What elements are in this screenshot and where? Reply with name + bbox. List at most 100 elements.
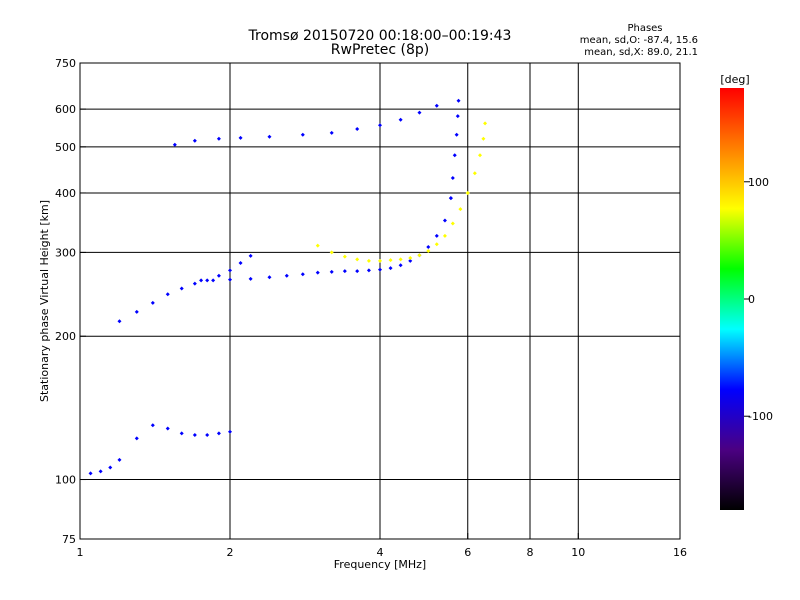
echo-point — [228, 268, 232, 273]
echo-point — [355, 269, 360, 274]
echo-point — [216, 431, 221, 436]
echo-point — [300, 272, 305, 277]
colorbar-ticks: -100 0 100 — [744, 176, 773, 423]
data-points — [88, 98, 488, 476]
echo-point — [228, 277, 232, 282]
y-tick-label: 500 — [55, 141, 76, 154]
echo-point — [329, 130, 334, 135]
echo-point — [199, 278, 204, 283]
echo-point — [452, 153, 457, 158]
echo-point — [134, 309, 139, 314]
echo-point — [216, 273, 221, 278]
phase-heading: Phases — [627, 23, 662, 34]
echo-point — [454, 132, 459, 137]
y-tick-label: 750 — [55, 57, 76, 70]
echo-point — [456, 98, 461, 103]
echo-point — [108, 465, 113, 470]
echo-point — [88, 471, 93, 476]
echo-point — [481, 136, 486, 141]
x-tick-label: 8 — [527, 546, 534, 559]
x-tick-label: 2 — [227, 546, 234, 559]
echo-point — [417, 253, 422, 258]
echo-point — [267, 275, 272, 280]
echo-point — [378, 258, 382, 263]
echo-point — [192, 138, 197, 143]
echo-point — [117, 457, 122, 462]
x-tick-label: 10 — [571, 546, 585, 559]
echo-point — [329, 250, 334, 255]
echo-point — [483, 121, 488, 126]
y-tick-label: 100 — [55, 474, 76, 487]
gridlines — [80, 63, 680, 539]
echo-point — [284, 273, 289, 278]
y-tick-label: 400 — [55, 187, 76, 200]
echo-point — [216, 136, 221, 141]
x-ticks: 1 2 4 6 8 10 16 — [77, 533, 687, 559]
echo-point — [342, 269, 347, 274]
echo-point — [205, 433, 210, 438]
echo-point — [205, 278, 210, 283]
echo-point — [378, 123, 382, 128]
echo-point — [315, 270, 320, 275]
x-tick-label: 16 — [673, 546, 687, 559]
echo-point — [179, 286, 184, 291]
echo-point — [238, 135, 243, 140]
echo-point — [211, 278, 216, 283]
echo-point — [355, 257, 360, 262]
echo-point — [192, 281, 197, 286]
echo-point — [179, 431, 184, 436]
phase-mean-x: mean, sd,X: 89.0, 21.1 — [584, 47, 698, 58]
chart-title: Tromsø 20150720 00:18:00–00:19:43 — [248, 28, 512, 44]
echo-point — [408, 256, 413, 261]
echo-point — [442, 218, 447, 223]
colorbar-tick-label: 0 — [748, 293, 755, 306]
echo-point — [342, 254, 347, 259]
echo-point — [388, 266, 393, 271]
x-tick-label: 1 — [77, 546, 84, 559]
colorbar-tick-label: -100 — [748, 410, 773, 423]
echo-point — [398, 117, 403, 122]
echo-point — [315, 243, 320, 248]
x-axis-label: Frequency [MHz] — [334, 558, 426, 571]
echo-point — [98, 469, 103, 474]
echo-point — [329, 269, 334, 274]
y-tick-label: 200 — [55, 330, 76, 343]
echo-point — [450, 221, 455, 226]
echo-point — [398, 263, 403, 268]
colorbar — [720, 88, 744, 510]
echo-point — [228, 429, 232, 434]
echo-point — [117, 319, 122, 324]
x-tick-label: 6 — [464, 546, 471, 559]
echo-point — [472, 171, 477, 176]
echo-point — [408, 258, 413, 263]
echo-point — [426, 249, 431, 254]
echo-point — [150, 423, 155, 428]
echo-point — [448, 196, 453, 201]
echo-point — [248, 276, 253, 281]
echo-point — [248, 253, 253, 258]
echo-point — [366, 258, 371, 263]
echo-point — [165, 292, 170, 297]
echo-point — [192, 433, 197, 438]
y-tick-label: 600 — [55, 103, 76, 116]
echo-point — [378, 267, 382, 272]
echo-point — [434, 103, 439, 108]
chart-subtitle: RwPretec (8p) — [331, 42, 429, 58]
echo-point — [442, 233, 447, 238]
echo-point — [398, 257, 403, 262]
colorbar-label: [deg] — [720, 73, 749, 86]
y-ticks: 75 100 200 300 400 500 600 750 — [55, 57, 86, 546]
y-tick-label: 300 — [55, 246, 76, 259]
colorbar-tick-label: 100 — [748, 176, 769, 189]
echo-point — [455, 114, 460, 119]
echo-point — [366, 268, 371, 273]
echo-point — [134, 436, 139, 441]
echo-point — [478, 153, 483, 158]
echo-point — [417, 110, 422, 115]
echo-point — [300, 132, 305, 137]
echo-point — [465, 190, 470, 195]
phase-mean-o: mean, sd,O: -87.4, 15.6 — [580, 35, 698, 46]
echo-point — [426, 244, 431, 249]
echo-point — [458, 207, 463, 212]
